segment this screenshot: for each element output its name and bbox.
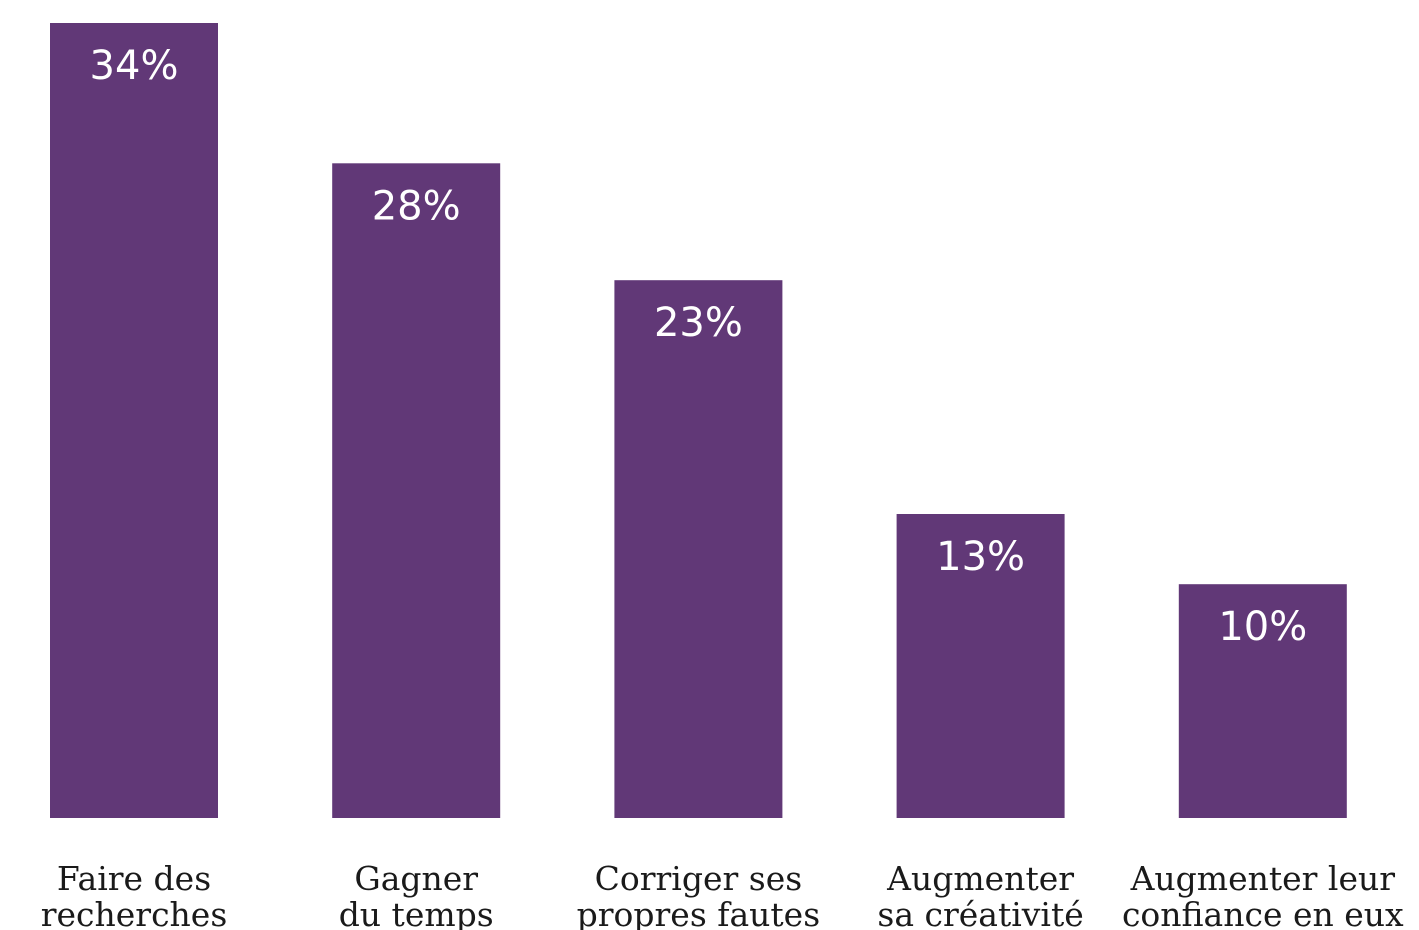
category-label-4-line-0: Augmenter leur xyxy=(1130,859,1396,898)
bar-3 xyxy=(896,514,1065,818)
bars-group xyxy=(50,23,1347,819)
category-label-2-line-1: propres fautes xyxy=(577,895,821,930)
category-label-4: Augmenter leur confiance en eux xyxy=(1122,859,1404,930)
bar-value-label-3: 13% xyxy=(936,534,1025,580)
bar-value-label-0: 34% xyxy=(90,43,179,89)
bar-4 xyxy=(1178,584,1347,818)
category-label-1-line-1: du temps xyxy=(339,895,494,930)
category-label-0-line-1: recherches xyxy=(41,895,228,930)
category-label-0: Faire des recherches xyxy=(41,859,228,930)
bar-value-label-4: 10% xyxy=(1218,604,1307,650)
category-label-2-line-0: Corriger ses xyxy=(595,859,803,898)
category-label-4-line-1: confiance en eux xyxy=(1122,895,1404,930)
bar-value-label-2: 23% xyxy=(654,300,743,346)
bar-0 xyxy=(50,23,218,818)
category-label-3: Augmenter sa créativité xyxy=(877,859,1083,930)
category-label-0-line-0: Faire des xyxy=(57,859,211,898)
value-labels-group: 34% 28% 23% 13% 10% xyxy=(90,43,1308,650)
bar-1 xyxy=(332,163,501,819)
bar-2 xyxy=(614,280,783,818)
bar-value-label-1: 28% xyxy=(372,183,461,229)
category-labels-group: Faire des recherches Gagner du temps Corrige… xyxy=(41,859,1404,930)
category-label-1-line-0: Gagner xyxy=(354,859,478,898)
category-label-3-line-0: Augmenter xyxy=(886,859,1074,898)
category-label-2: Corriger ses propres fautes xyxy=(577,859,821,930)
category-label-1: Gagner du temps xyxy=(339,859,494,930)
category-label-3-line-1: sa créativité xyxy=(877,895,1083,930)
